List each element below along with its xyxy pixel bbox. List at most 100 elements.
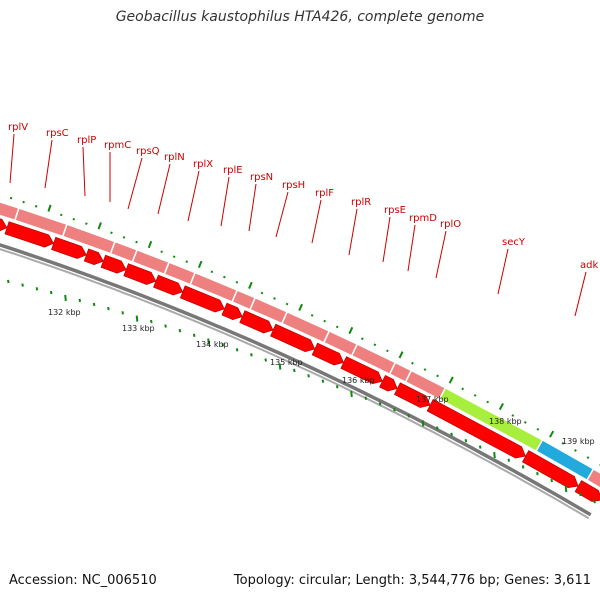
gene-leader-rplR [348,208,358,256]
genome-stats-text: Topology: circular; Length: 3,544,776 bp… [233,573,591,588]
scale-label: 133 kbp [122,324,155,333]
scale-tick [278,363,282,370]
band-tick [586,456,590,460]
scale-tick [207,338,210,345]
scale-tick [235,348,239,352]
scale-label: 135 kbp [270,358,303,367]
scale-tick [92,302,96,307]
band-tick [348,326,354,335]
gene-leader-rplF [311,199,322,244]
scale-tick [221,343,225,347]
scale-tick [478,445,482,449]
band-tick [310,314,314,317]
scale-tick [550,478,553,483]
band-tick [436,374,439,378]
band-tick [285,302,289,306]
gene-label-rpsH: rpsH [282,180,305,191]
scale-tick [464,438,468,443]
gene-leader-rplO [435,230,447,279]
scale-tick [378,402,382,406]
scale-tick [49,290,53,295]
gene-label-rpsQ: rpsQ [136,146,160,157]
gene-leader-rpmD [407,224,416,272]
band-tick [135,240,138,244]
cds-arrow-3 [51,236,87,259]
gene-label-secY: secY [502,237,526,248]
band-tick [360,337,364,341]
scale-label: 137 kbp [416,395,449,404]
scale-tick [364,396,368,400]
band-tick [110,231,113,235]
scale-tick [192,333,196,337]
cds-arrow-12 [311,342,345,366]
scale-tick [35,287,39,291]
band-tick [235,280,239,284]
scale-tick [450,432,453,437]
scale-tick [393,408,396,412]
scale-tick [21,283,24,287]
scale-tick [150,319,153,324]
gene-label-rplX: rplX [193,159,213,170]
backbone-line-2 [0,248,590,520]
cds-arrow-9 [221,302,243,321]
band-tick [248,281,253,289]
band-tick [549,430,555,438]
band-tick [461,387,464,391]
band-tick [260,291,264,295]
scale-tick [507,458,511,462]
scale-tick [321,379,325,383]
cds-arrow-18 [574,480,600,502]
band-tick [210,270,214,274]
gene-label-rpsC: rpsC [46,128,69,139]
cds-arrow-15 [393,382,431,408]
scale-label: 134 kbp [196,340,229,349]
scale-tick [307,374,310,378]
gene-leader-rplE [220,176,230,227]
band-tick [72,217,76,221]
band-tick [298,303,303,311]
band-tick [85,222,88,225]
band-tick [536,427,540,431]
band-tick [498,403,504,411]
band-tick [197,260,203,269]
scale-tick [564,485,568,493]
band-tick [398,351,404,359]
gene-label-rplF: rplF [315,188,334,199]
scale-tick [64,294,67,302]
band-tick [523,421,527,424]
cds-arrow-11 [270,323,316,353]
band-tick [223,275,226,279]
band-tick [273,297,276,300]
band-tick [34,205,38,208]
gene-label-adk: adk [580,260,598,271]
gene-leader-rplP [82,146,86,197]
cds-arrow-10 [239,310,274,334]
scale-label: 138 kbp [489,417,522,426]
band-tick [147,240,153,249]
cds-arrow-8 [179,285,225,313]
backbone-line-1 [0,243,592,517]
scale-tick [593,499,596,504]
band-tick [486,400,490,404]
band-tick [323,319,327,323]
scale-tick [107,306,110,311]
band-tick [423,368,427,371]
band-tick [185,260,189,263]
gene-label-rplE: rplE [223,165,243,176]
band-tick [47,204,52,212]
scale-tick [250,353,253,357]
band-tick [172,255,176,258]
band-tick [59,213,63,217]
scale-tick [536,471,539,476]
gene-leader-rpsE [382,216,391,263]
gene-leader-adk [574,271,587,317]
gene-leader-rpsH [275,191,289,238]
scale-tick [407,414,410,418]
gene-leader-rpsQ [127,157,143,210]
scale-tick [579,492,582,497]
gene-label-rplO: rplO [440,219,461,230]
cds-arrow-6 [123,263,157,285]
scale-tick [421,420,425,427]
gene-leader-rpsC [44,139,53,189]
band-tick [574,449,577,452]
